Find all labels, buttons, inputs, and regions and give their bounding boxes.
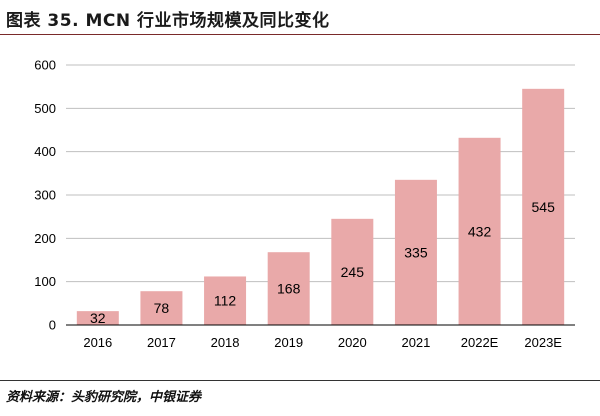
bar	[522, 88, 565, 325]
source-note: 资料来源：头豹研究院，中银证券	[6, 390, 202, 405]
y-tick-label: 500	[34, 101, 56, 116]
bar	[140, 291, 183, 325]
grid-lines	[66, 64, 575, 283]
data-label: 32	[90, 310, 106, 326]
data-label: 112	[214, 293, 237, 309]
data-label: 335	[404, 244, 428, 260]
footer-divider	[0, 380, 600, 381]
bar	[458, 137, 501, 325]
bar	[331, 218, 374, 325]
x-tick-label: 2021	[401, 335, 430, 350]
data-label: 432	[468, 223, 492, 239]
y-tick-label: 100	[34, 274, 56, 289]
y-tick-label: 200	[34, 231, 56, 246]
y-tick-label: 600	[34, 58, 56, 73]
bar-chart: 0 100 200 300 400 500 600 32 78 112 168 245 335 432 5…	[34, 58, 575, 350]
data-label: 245	[341, 264, 365, 280]
x-tick-label: 2019	[274, 335, 303, 350]
x-tick-label: 2017	[147, 335, 176, 350]
bar	[204, 276, 247, 325]
y-tick-label: 0	[49, 318, 56, 333]
x-tick-label: 2022E	[461, 335, 499, 350]
y-axis-ticks: 0 100 200 300 400 500 600	[34, 58, 56, 333]
data-label: 168	[277, 281, 301, 297]
data-label: 78	[154, 300, 170, 316]
bar	[267, 252, 310, 325]
bar	[394, 179, 437, 325]
title-divider	[0, 34, 600, 35]
x-axis-ticks: 2016 2017 2018 2019 2020 2021 2022E 2023E	[83, 335, 562, 350]
y-tick-label: 300	[34, 188, 56, 203]
x-tick-label: 2016	[83, 335, 112, 350]
bar	[76, 311, 119, 325]
chart-title: 图表 35. MCN 行业市场规模及同比变化	[6, 11, 330, 31]
bars: 32 78 112 168 245 335 432 545	[76, 88, 565, 326]
x-tick-label: 2023E	[524, 335, 562, 350]
y-tick-label: 400	[34, 144, 56, 159]
x-tick-label: 2020	[338, 335, 367, 350]
x-tick-label: 2018	[211, 335, 240, 350]
data-label: 545	[532, 199, 556, 215]
